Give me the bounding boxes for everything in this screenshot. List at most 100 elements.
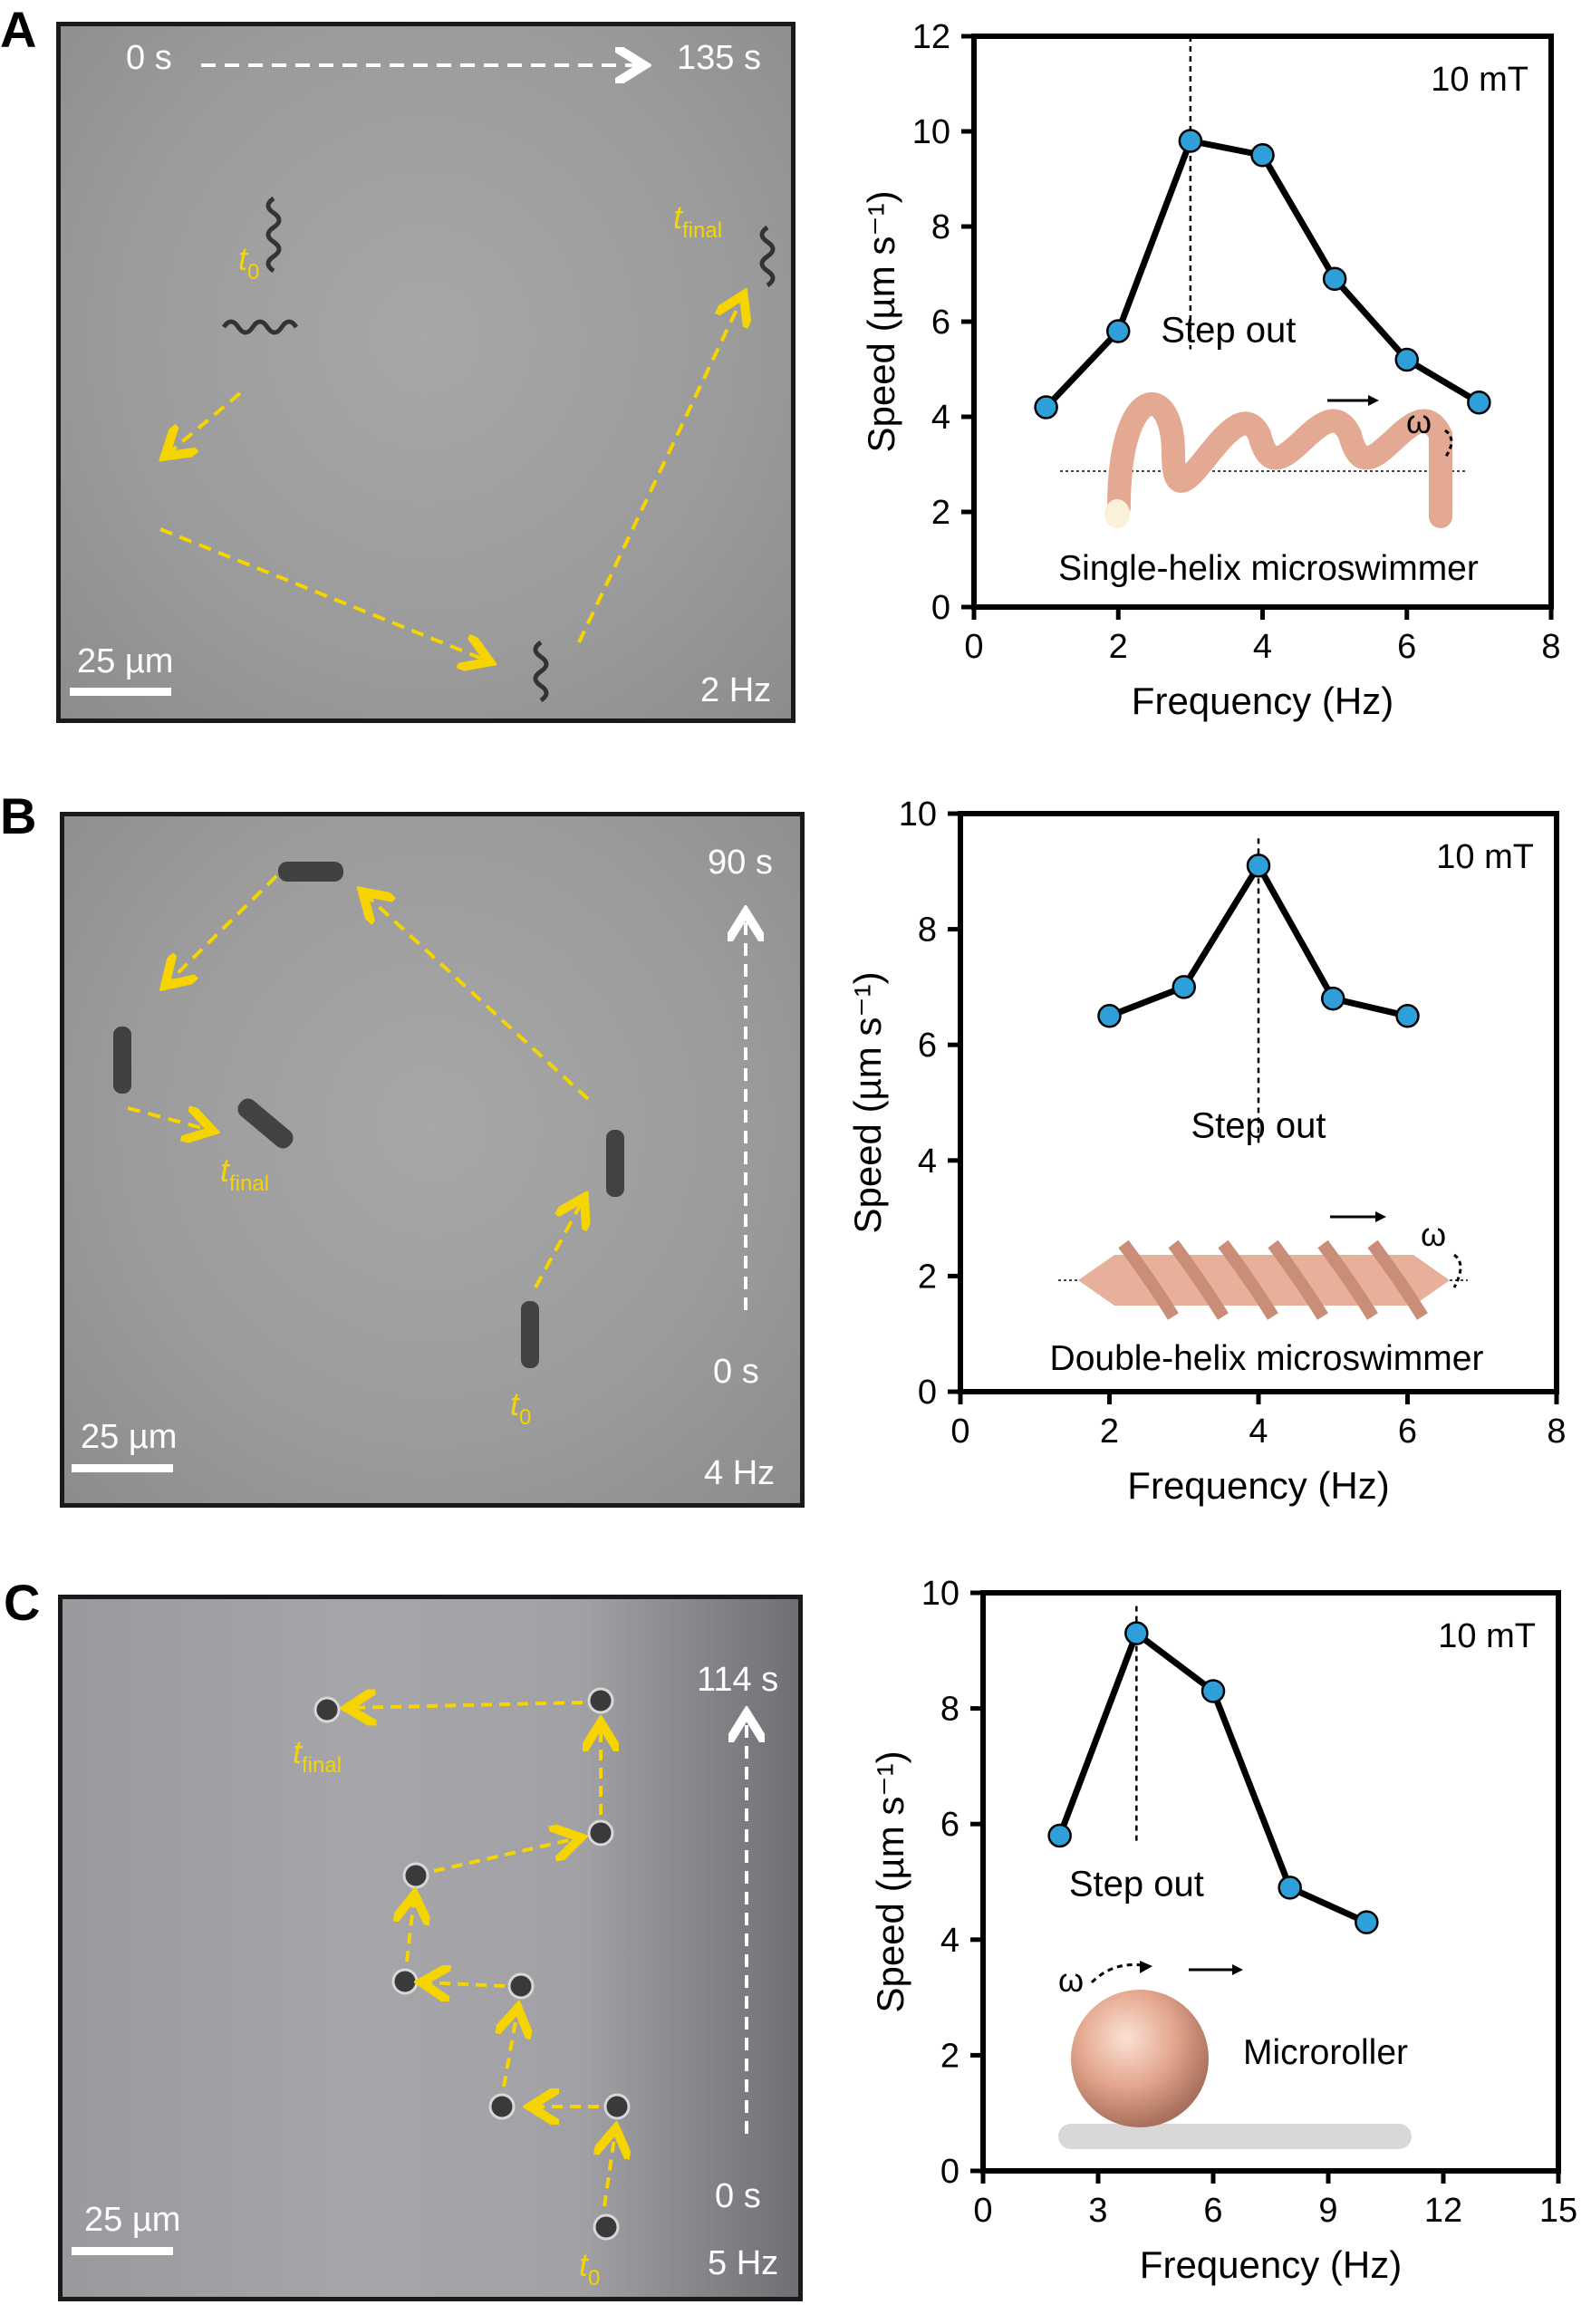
path-arrow [351,1702,583,1708]
double-helix-strand [1268,1239,1328,1320]
data-point [1246,853,1271,878]
micrograph-c-overlay [72,1687,798,2255]
y-tick-label: 0 [918,1374,937,1412]
data-point [1034,395,1058,419]
roller-particle [587,1819,614,1847]
x-tick-label: 0 [973,2192,992,2230]
micrograph-a: 0 s 135 s t0 tfinal 25 µm 2 Hz [56,22,796,723]
helix-swimmer [221,319,299,335]
t0-label: t0 [510,1385,532,1430]
x-tick-label: 2 [1109,628,1128,666]
double-helix-strand [1218,1239,1278,1320]
y-axis-label: Speed (µm s⁻¹) [860,190,902,452]
chart-b: 0 2 4 6 8 0 2 4 6 8 10 Frequency (Hz) Speed (µm s⁻¹)… [846,785,1591,1537]
rotation-arrow [1452,1253,1462,1288]
panel-letter-b: B [0,787,37,844]
data-point [1124,1621,1149,1645]
omega-label: ω [1406,403,1432,440]
roller-particle [391,1968,419,1995]
path-arrow [168,391,242,454]
chart-c-svg: 0 3 6 9 12 15 0 2 4 6 8 10 Frequency (Hz) Speed (µm s… [869,1575,1577,2286]
double-helix-swimmer [606,1130,624,1197]
panel-letter-a: A [0,1,37,58]
field-strength-label: 10 mT [1438,1617,1536,1655]
rotation-arrowhead [1140,1961,1152,1973]
y-tick-label: 6 [931,304,950,342]
x-tick-label: 6 [1397,628,1416,666]
field-strength-label: 10 mT [1431,61,1528,99]
path-arrow [365,894,590,1101]
y-tick-label: 8 [918,911,937,950]
y-tick-label: 12 [912,18,950,56]
helix-end-cap [1104,499,1130,528]
double-helix-swimmer [237,1098,294,1149]
y-tick-label: 8 [940,1691,959,1729]
time-end-label: 135 s [677,39,761,77]
scale-bar [70,688,171,696]
x-tick-label: 3 [1088,2192,1107,2230]
roller-particle [313,1696,341,1723]
data-point [1250,143,1275,168]
y-tick-label: 0 [940,2153,959,2191]
x-axis-label: Frequency (Hz) [1127,1464,1389,1507]
scale-bar-label: 25 µm [84,2201,181,2239]
y-tick-label: 2 [918,1258,937,1296]
data-point [1322,266,1347,291]
x-tick-label: 4 [1249,1413,1268,1451]
step-out-label: Step out [1161,311,1296,351]
y-tick-label: 4 [940,1922,959,1960]
inset-label: Double-helix microswimmer [1050,1339,1484,1378]
roller-path [351,1702,615,2207]
x-tick-label: 4 [1253,628,1272,666]
x-tick-label: 8 [1547,1413,1566,1451]
data-point [1097,1004,1122,1028]
x-axis-label: Frequency (Hz) [1132,680,1393,722]
y-axis-label: Speed (µm s⁻¹) [869,1750,911,2012]
step-out-label: Step out [1191,1105,1326,1145]
plot-frame [980,1590,1561,2174]
omega-label: ω [1058,1962,1084,1999]
path-arrow [425,1982,506,1986]
double-helix-strand [1168,1239,1229,1320]
double-helix-swimmer [113,1027,131,1094]
double-helix-swimmer [278,862,343,882]
helix-swimmer [759,225,776,288]
path-arrow [577,298,742,643]
path-arrow [504,2011,517,2088]
time-start-label: 0 s [715,2177,761,2215]
ground-surface [1058,2124,1412,2149]
y-tick-label: 10 [899,796,937,834]
step-out-label: Step out [1069,1865,1204,1905]
y-tick-label: 10 [921,1575,959,1613]
chart-b-svg: 0 2 4 6 8 0 2 4 6 8 10 Frequency (Hz) Speed (µm s⁻¹)… [846,796,1567,1507]
y-tick-label: 8 [931,208,950,246]
data-point [1355,1910,1379,1934]
y-tick-label: 2 [940,2037,959,2075]
direction-arrowhead [1232,1964,1243,1975]
inset-label: Microroller [1243,2033,1408,2072]
data-point [1278,1876,1302,1900]
path-arrow [534,1201,583,1288]
x-tick-label: 12 [1424,2192,1462,2230]
helix-swimmer [533,640,549,703]
data-point [1047,1823,1072,1848]
y-tick-label: 2 [931,494,950,532]
inset-label: Single-helix microswimmer [1058,549,1479,588]
roller-particle [603,2093,631,2120]
frequency-label: 4 Hz [704,1454,776,1492]
tfinal-label: tfinal [293,1733,342,1778]
x-tick-label: 8 [1541,628,1560,666]
rotation-arrow [1443,429,1453,458]
field-strength-label: 10 mT [1436,838,1534,876]
chart-a-svg: 0 2 4 6 8 0 2 4 6 8 10 12 Frequency (Hz) Speed (µm s⁻… [860,18,1561,722]
chart-c: 0 3 6 9 12 15 0 2 4 6 8 10 Frequency (Hz) Speed (µm s… [852,1564,1591,2319]
roller-particle [402,1862,429,1889]
t0-label: t0 [579,2246,601,2290]
x-tick-label: 6 [1203,2192,1222,2230]
micrograph-b: 90 s 0 s tfinal t0 25 µm 4 Hz [60,812,805,1508]
tfinal-label: tfinal [673,198,723,243]
x-tick-label: 15 [1539,2192,1577,2230]
micrograph-b-overlay [72,862,800,1472]
path-arrow [604,2132,615,2207]
panel-letter-c: C [4,1574,41,1631]
